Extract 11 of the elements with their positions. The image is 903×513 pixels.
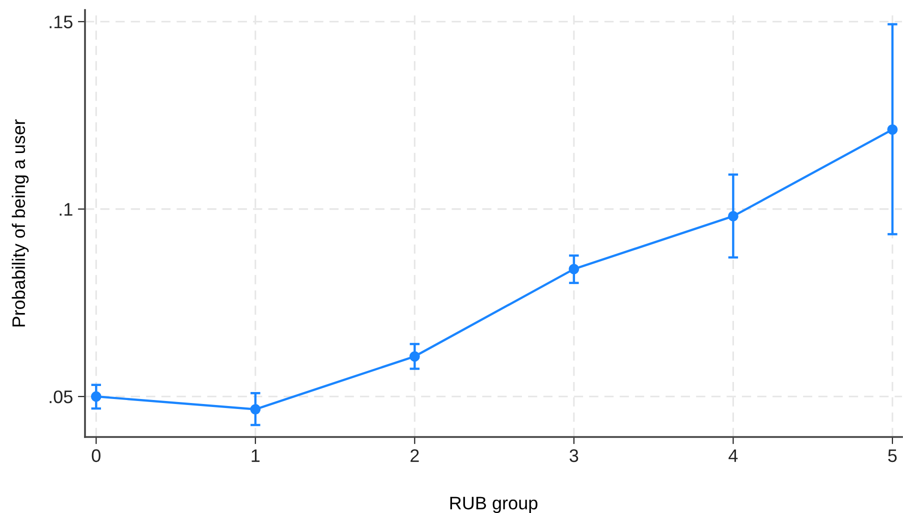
y-tick-label: .15 [50, 16, 72, 28]
y-tick-label: .1 [60, 203, 72, 216]
x-tick-label: 5 [888, 449, 897, 462]
x-tick-label: 1 [252, 449, 260, 462]
x-tick-label: 3 [570, 449, 578, 462]
x-tick-label: 4 [728, 449, 738, 462]
y-axis-title: Probability of being a user [12, 119, 29, 326]
y-tick-label: .05 [50, 390, 72, 404]
x-tick-label: 0 [92, 449, 100, 462]
x-tick-label: 2 [410, 449, 419, 462]
x-axis-title: RUB group [450, 496, 538, 513]
